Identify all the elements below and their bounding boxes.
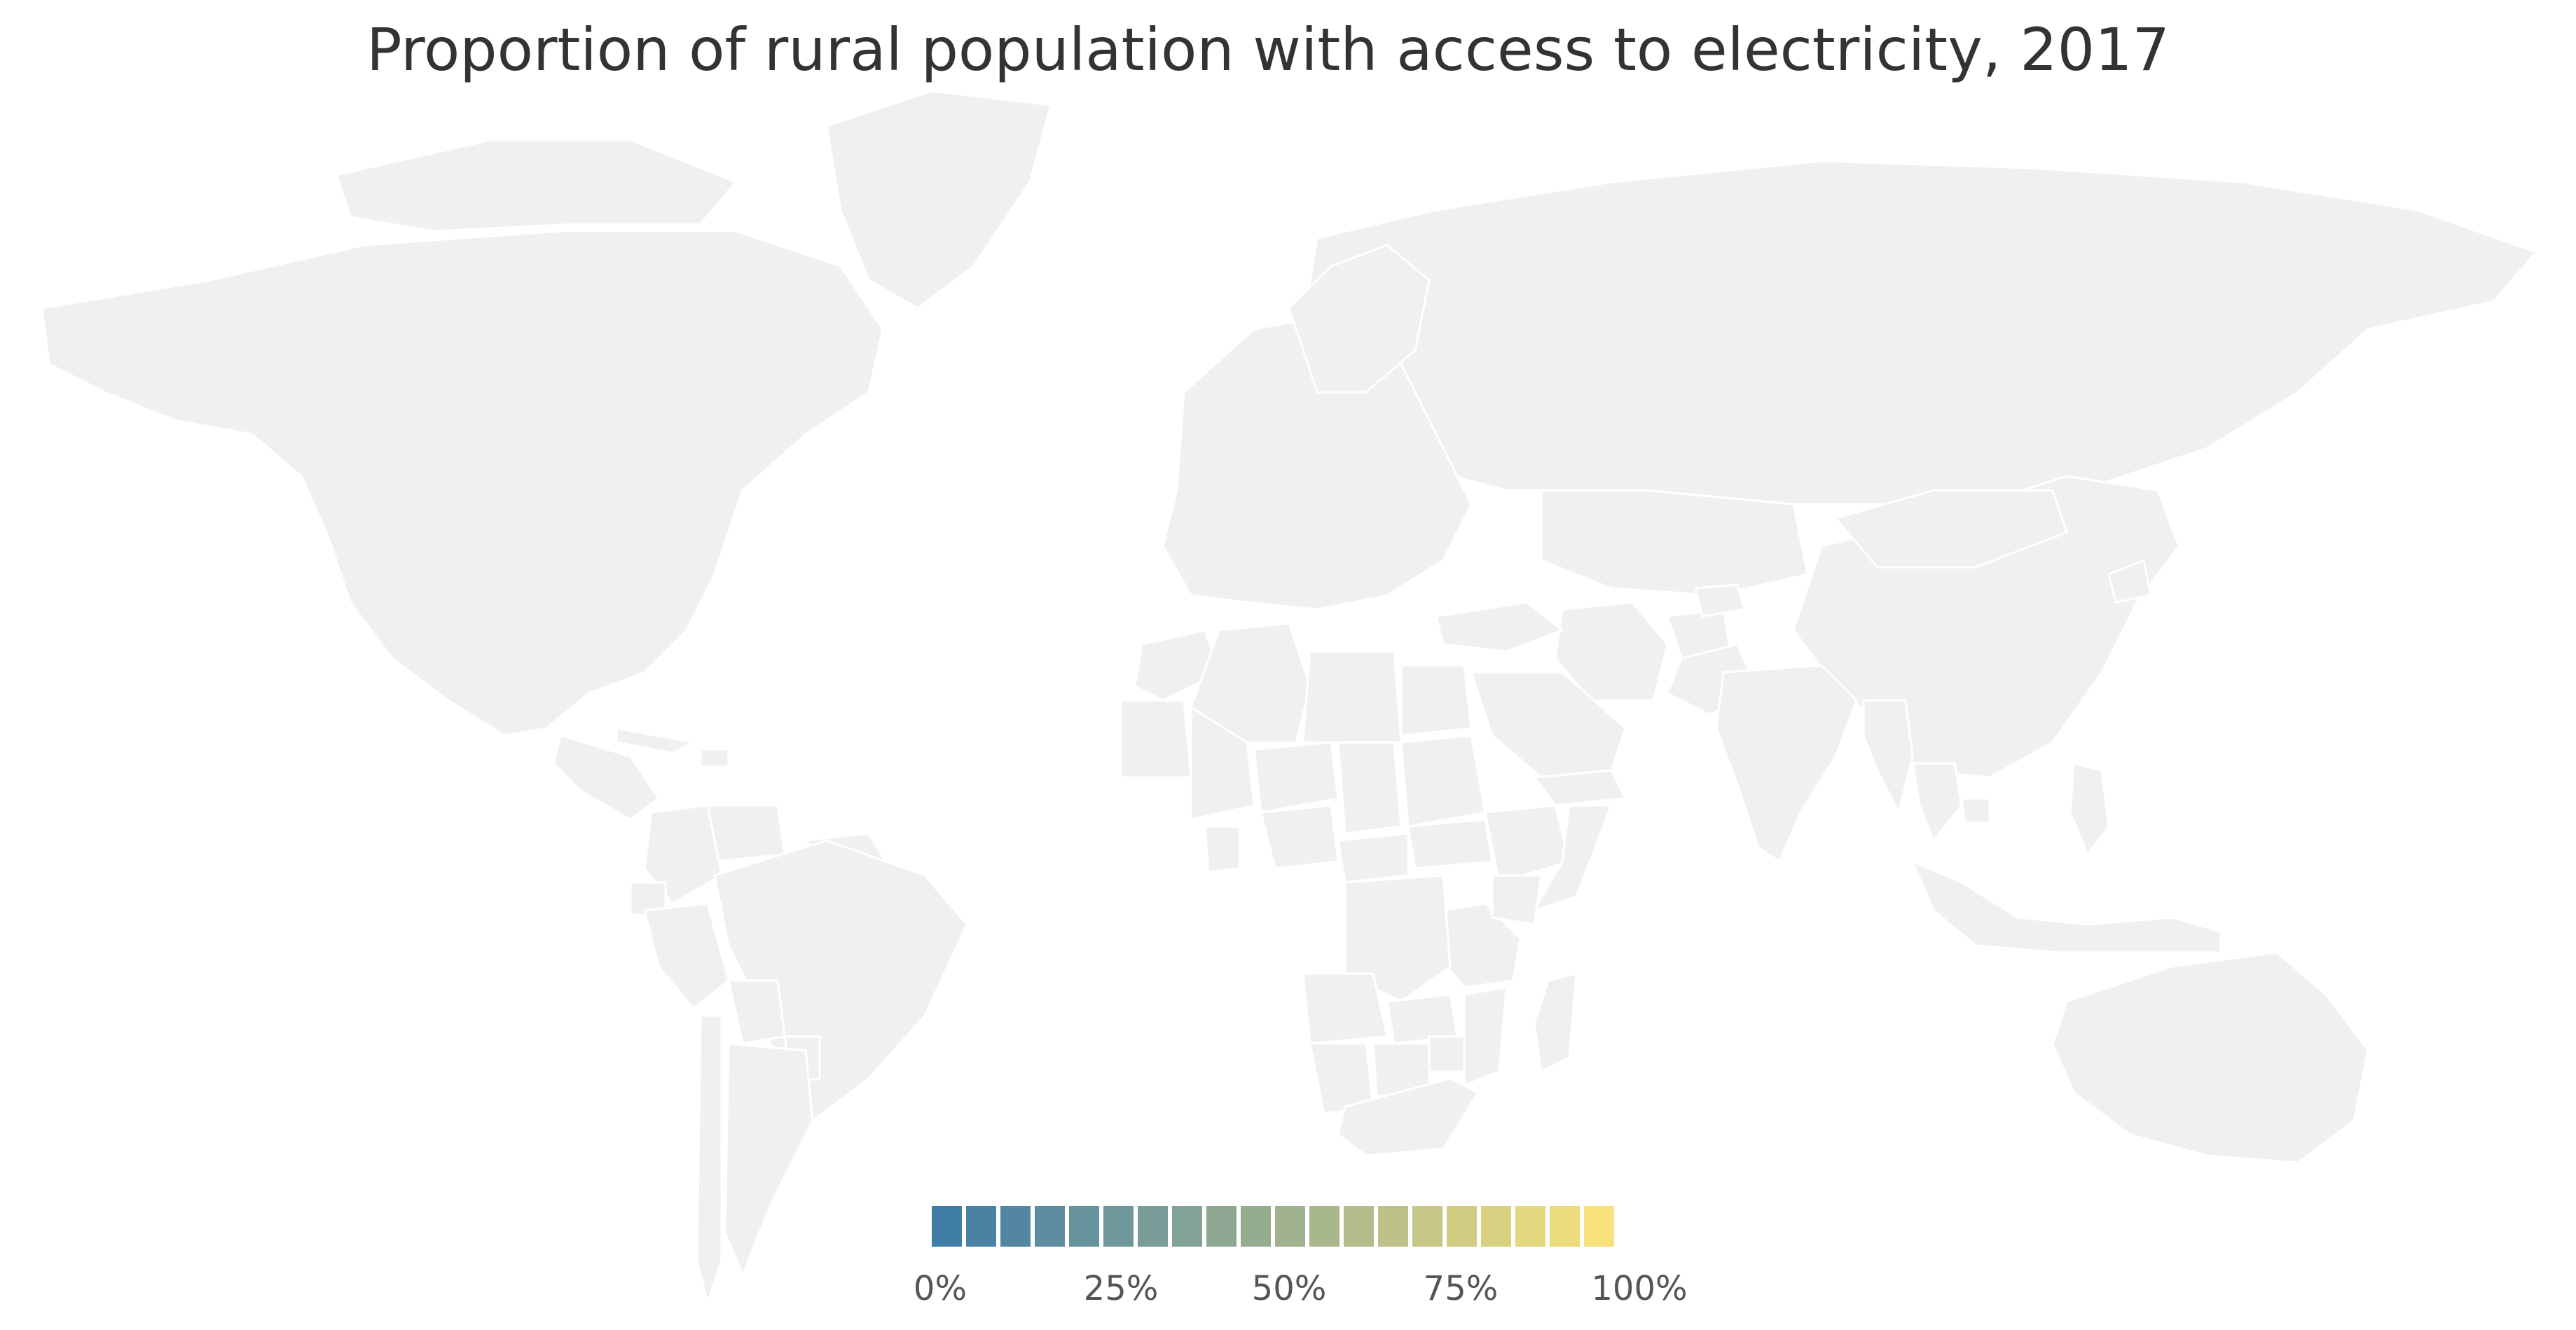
region-morocco — [1134, 629, 1220, 702]
color-legend: 0% 25% 50% 75% 100% — [914, 1206, 1688, 1308]
region-mongolia — [1833, 489, 2068, 569]
region-kazakhstan — [1540, 489, 1809, 597]
legend-swatch-14 — [1412, 1206, 1442, 1247]
region-bolivia — [727, 979, 786, 1045]
legend-swatch-16 — [1481, 1206, 1511, 1247]
legend-swatch-0 — [932, 1206, 962, 1247]
legend-swatch-13 — [1378, 1206, 1408, 1247]
region-cambodia — [1960, 797, 1991, 824]
legend-swatch-3 — [1035, 1206, 1065, 1247]
region-north-america — [41, 230, 884, 737]
legend-swatch-9 — [1241, 1206, 1271, 1247]
region-chile — [696, 1014, 723, 1307]
region-iran — [1554, 601, 1669, 702]
region-central-african-republic — [1337, 832, 1410, 884]
region-cuba — [615, 727, 697, 754]
region-sudan — [1400, 734, 1487, 828]
region-thailand — [1911, 762, 1963, 843]
region-yemen — [1532, 769, 1627, 807]
region-haiti — [699, 748, 730, 768]
region-dr-congo — [1344, 874, 1452, 1003]
region-south-sudan — [1407, 818, 1494, 870]
legend-swatch-7 — [1172, 1206, 1202, 1247]
legend-tick-25: 25% — [1084, 1269, 1159, 1308]
region-indonesia — [1910, 859, 2222, 954]
legend-swatch-12 — [1344, 1206, 1374, 1247]
region-arctic-canada — [335, 139, 738, 233]
region-mozambique — [1463, 986, 1508, 1088]
legend-swatch-4 — [1069, 1206, 1099, 1247]
region-greenland — [825, 90, 1052, 310]
legend-swatch-19 — [1584, 1206, 1614, 1247]
region-turkey — [1435, 601, 1564, 653]
region-libya — [1302, 650, 1403, 744]
region-russia — [1302, 160, 2538, 506]
legend-tick-50: 50% — [1252, 1269, 1327, 1308]
region-zimbabwe — [1428, 1035, 1466, 1073]
legend-swatch-15 — [1447, 1206, 1477, 1247]
legend-swatch-10 — [1275, 1206, 1305, 1247]
region-mexico-central-america — [552, 734, 661, 821]
region-philippines — [2069, 762, 2110, 857]
region-ghana — [1204, 825, 1241, 873]
legend-swatch-11 — [1309, 1206, 1339, 1247]
legend-swatch-17 — [1515, 1206, 1545, 1247]
region-tajikistan — [1694, 583, 1746, 618]
region-india — [1715, 664, 1858, 864]
map-title: Proportion of rural population with acce… — [366, 15, 2170, 84]
region-colombia — [643, 804, 723, 905]
region-mauritania — [1120, 699, 1192, 779]
region-north-korea — [2107, 558, 2152, 604]
region-kenya — [1491, 874, 1543, 926]
legend-swatch-5 — [1103, 1206, 1134, 1247]
legend-tick-75: 75% — [1424, 1269, 1499, 1308]
region-madagascar — [1533, 972, 1578, 1074]
region-south-africa — [1337, 1077, 1480, 1157]
region-chad — [1337, 741, 1403, 835]
region-myanmar — [1862, 699, 1914, 816]
data-regions — [552, 475, 2222, 1307]
region-nigeria — [1260, 804, 1339, 870]
region-egypt — [1400, 664, 1473, 737]
legend-swatch-8 — [1206, 1206, 1237, 1247]
region-mali — [1190, 705, 1255, 821]
region-australia — [2051, 951, 2369, 1164]
no-data-regions — [41, 90, 2538, 1164]
region-somalia — [1531, 804, 1613, 913]
legend-tick-0: 0% — [914, 1269, 967, 1308]
legend-swatch-6 — [1138, 1206, 1168, 1247]
legend-swatch-1 — [966, 1206, 996, 1247]
legend-swatch-18 — [1550, 1206, 1580, 1247]
legend-tick-100: 100% — [1591, 1269, 1687, 1308]
legend-swatch-2 — [1000, 1206, 1031, 1247]
region-niger — [1253, 741, 1339, 814]
region-angola — [1302, 972, 1389, 1045]
legend-swatches — [932, 1206, 1614, 1247]
region-argentina — [724, 1042, 814, 1277]
region-scandinavia — [1288, 244, 1431, 394]
region-peru — [643, 902, 730, 1011]
